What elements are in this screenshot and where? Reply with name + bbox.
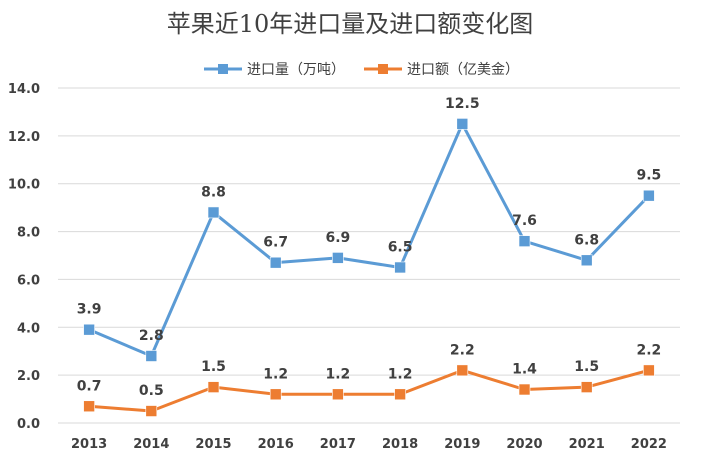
data-point-marker (269, 388, 282, 401)
x-tick-label: 2017 (320, 437, 356, 452)
x-tick-label: 2022 (631, 437, 667, 452)
y-tick-label: 12.0 (8, 130, 40, 145)
data-label: 0.5 (139, 383, 164, 399)
data-point-marker (643, 364, 655, 377)
chart-title: 苹果近10年进口量及进口额变化图 (167, 10, 534, 38)
data-label: 6.8 (574, 232, 599, 248)
data-label: 6.5 (388, 239, 413, 255)
data-point-marker (207, 381, 220, 393)
data-label: 1.2 (263, 366, 288, 382)
data-label: 1.2 (325, 366, 350, 382)
data-point-marker (456, 118, 469, 130)
data-point-marker (83, 400, 95, 413)
y-tick-label: 0.0 (17, 417, 40, 432)
data-label: 1.4 (512, 362, 537, 378)
x-tick-label: 2015 (195, 437, 231, 452)
x-tick-label: 2018 (382, 437, 418, 452)
data-label: 6.7 (263, 235, 288, 251)
gridlines (58, 87, 680, 424)
y-tick-label: 14.0 (8, 82, 40, 97)
legend: 进口量（万吨） 进口额（亿美金） (204, 62, 519, 78)
y-axis: 0.0 2.0 4.0 6.0 8.0 10.0 12.0 14.0 (8, 82, 40, 432)
x-tick-label: 2013 (71, 437, 107, 452)
data-point-marker (145, 350, 158, 362)
x-tick-label: 2019 (444, 437, 480, 452)
legend-label: 进口量（万吨） (247, 62, 345, 78)
x-tick-label: 2020 (506, 437, 542, 452)
data-label: 12.5 (445, 96, 480, 112)
legend-marker (378, 64, 388, 74)
data-label: 1.5 (574, 359, 599, 375)
data-point-marker (332, 388, 344, 401)
y-tick-label: 2.0 (17, 369, 40, 384)
data-label: 0.7 (77, 378, 102, 394)
series-line (88, 368, 650, 413)
y-tick-label: 6.0 (17, 273, 40, 288)
y-tick-label: 8.0 (17, 226, 40, 241)
legend-label: 进口额（亿美金） (407, 62, 519, 78)
y-tick-label: 10.0 (8, 178, 40, 193)
data-label: 2.8 (139, 328, 164, 344)
data-label: 6.9 (325, 230, 350, 246)
x-tick-label: 2021 (569, 437, 605, 452)
data-label: 9.5 (636, 168, 661, 184)
data-point-marker (456, 364, 469, 377)
x-tick-label: 2014 (133, 437, 169, 452)
data-label: 3.9 (77, 302, 102, 318)
data-label: 8.8 (201, 184, 226, 200)
series-line (88, 122, 650, 358)
data-point-marker (580, 381, 593, 393)
data-point-marker (518, 235, 531, 247)
data-point-marker (580, 254, 593, 267)
data-point-marker (332, 252, 344, 264)
series-1: 3.9 2.8 8.8 6.7 6.9 6.5 12.5 7.6 6.8 9.5 (77, 96, 661, 362)
data-label: 1.5 (201, 359, 226, 375)
x-axis: 2013 2014 2015 2016 2017 2018 2019 2020 2021 2022 (71, 437, 667, 452)
data-point-marker (394, 261, 406, 274)
x-tick-label: 2016 (258, 437, 294, 452)
data-point-marker (269, 256, 282, 269)
legend-item: 进口额（亿美金） (364, 62, 519, 78)
legend-item: 进口量（万吨） (204, 62, 345, 78)
data-point-marker (643, 189, 655, 202)
data-point-marker (518, 383, 531, 396)
data-point-marker (83, 323, 95, 336)
data-label: 2.2 (450, 342, 475, 358)
y-tick-label: 4.0 (17, 321, 40, 336)
data-point-marker (207, 206, 220, 219)
series-2: 0.7 0.5 1.5 1.2 1.2 1.2 2.2 1.4 1.5 2.2 (77, 342, 661, 417)
data-point-marker (394, 388, 406, 401)
series-group: 3.9 2.8 8.8 6.7 6.9 6.5 12.5 7.6 6.8 9.5 0.7 0.5 1.5… (77, 96, 661, 417)
legend-marker (218, 64, 228, 74)
data-label: 2.2 (636, 342, 661, 358)
data-label: 1.2 (388, 366, 413, 382)
data-label: 7.6 (512, 213, 537, 229)
data-point-marker (145, 405, 158, 417)
